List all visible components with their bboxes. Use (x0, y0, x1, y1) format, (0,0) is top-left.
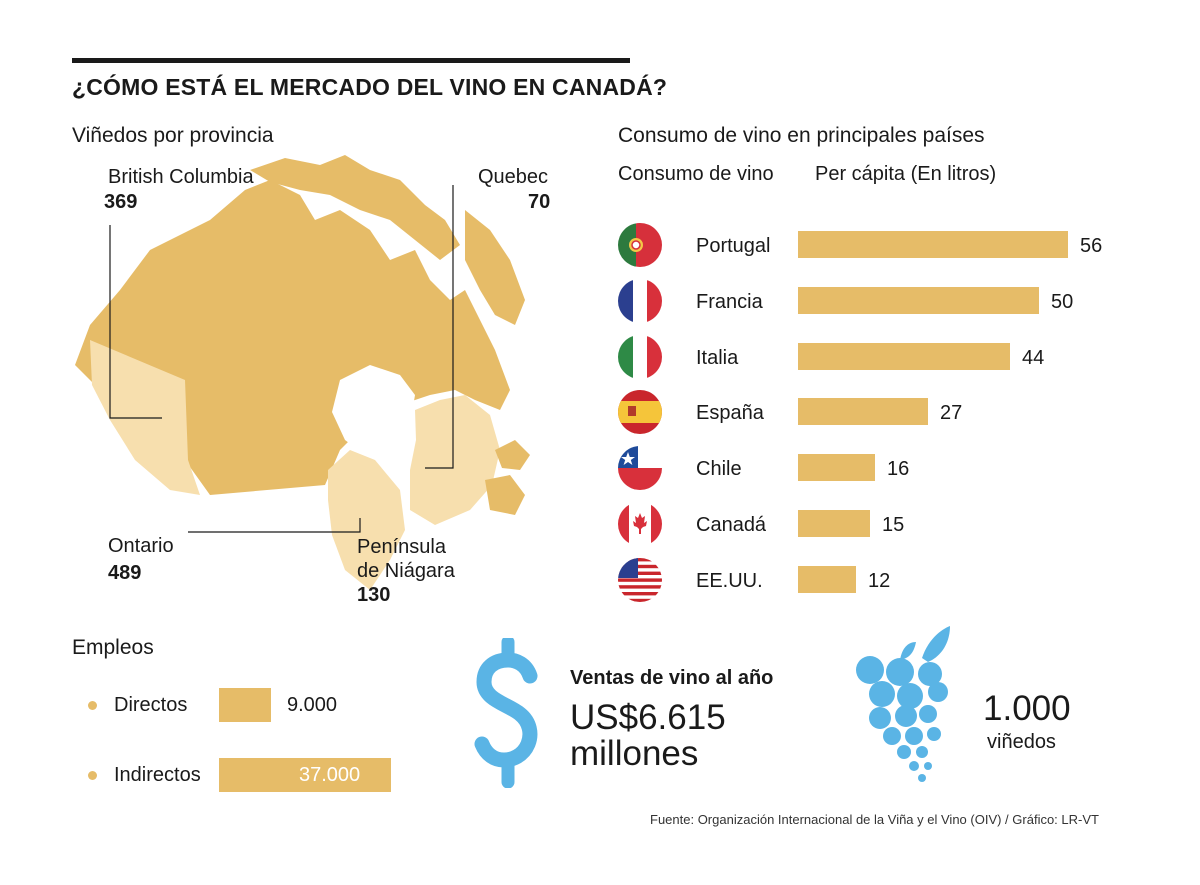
consumption-col1: Consumo de vino (618, 163, 774, 185)
quebec-leader-line (425, 185, 454, 469)
bullet-dot (88, 701, 97, 710)
ontario-shape (328, 450, 405, 590)
page-title: ¿CÓMO ESTÁ EL MERCADO DEL VINO EN CANADÁ… (72, 74, 668, 100)
category-label: EE.UU. (696, 569, 763, 592)
ontario-leader-line (188, 518, 361, 533)
region-value-niagara: 130 (357, 584, 391, 606)
data-label: 56 (1080, 235, 1103, 257)
bar (798, 286, 1039, 314)
newfoundland-shape (495, 440, 530, 470)
employment-label: Indirectos (114, 764, 201, 786)
consumption-col2: Per cápita (En litros) (815, 163, 997, 185)
region-label-bc: British Columbia (108, 166, 254, 188)
title-rule (72, 58, 630, 63)
canada-flag-icon (618, 502, 662, 546)
data-label: 44 (1022, 346, 1045, 369)
region-label-quebec: Quebec (478, 166, 549, 188)
grapes-icon (856, 626, 950, 782)
consumption-heading: Consumo de vino en principales países (618, 124, 985, 147)
employment-value: 37.000 (299, 764, 361, 786)
source-note: Fuente: Organización Internacional de la… (650, 812, 1099, 827)
bullet-dot (88, 771, 97, 780)
spain-flag-icon (618, 390, 662, 435)
category-label: Italia (696, 346, 739, 369)
employment-label: Directos (114, 694, 188, 716)
bar (798, 565, 856, 593)
maritimes-shape (485, 475, 525, 515)
vineyards-value: 1.000 (983, 689, 1071, 728)
bar (798, 398, 928, 426)
region-label-ontario: Ontario (108, 535, 174, 557)
category-label: Francia (696, 290, 763, 313)
bar (798, 342, 1010, 370)
italy-flag-icon (618, 334, 662, 379)
employment-bar (219, 758, 391, 792)
employment-bar (219, 688, 271, 722)
usa-flag-icon (618, 557, 662, 602)
vineyards-label: viñedos (987, 731, 1056, 753)
data-label: 27 (940, 402, 963, 425)
quebec-shape (410, 395, 500, 525)
data-label: 15 (882, 514, 905, 536)
bar (798, 454, 875, 482)
bc-leader-line (109, 225, 162, 419)
dollar-icon (474, 638, 538, 788)
france-flag-icon (618, 278, 662, 323)
map-heading: Viñedos por provincia (72, 124, 274, 147)
hudson-bay-shape (332, 365, 415, 455)
category-label: Canadá (696, 514, 767, 536)
data-label: 50 (1051, 290, 1074, 313)
region-value-bc: 369 (104, 191, 138, 213)
sales-amount: US$6.615 (570, 698, 726, 737)
baffin-shape (465, 210, 525, 325)
employment-heading: Empleos (72, 636, 154, 659)
region-value-quebec: 70 (528, 191, 551, 213)
portugal-flag-icon (618, 223, 662, 267)
category-label: España (696, 402, 764, 425)
category-label: Chile (696, 458, 742, 481)
sales-label: Ventas de vino al año (570, 667, 774, 689)
region-label-niagara: Península de Niágara (357, 536, 455, 582)
region-value-ontario: 489 (108, 562, 142, 584)
arctic-islands-shape (250, 155, 460, 260)
data-label: 12 (868, 569, 891, 592)
employment-value: 9.000 (287, 694, 338, 716)
data-label: 16 (887, 458, 910, 481)
canada-map (75, 155, 530, 590)
bar (798, 231, 1068, 258)
bar (798, 510, 870, 537)
chile-flag-icon (618, 446, 662, 491)
sales-unit: millones (570, 734, 699, 773)
category-label: Portugal (696, 235, 771, 257)
